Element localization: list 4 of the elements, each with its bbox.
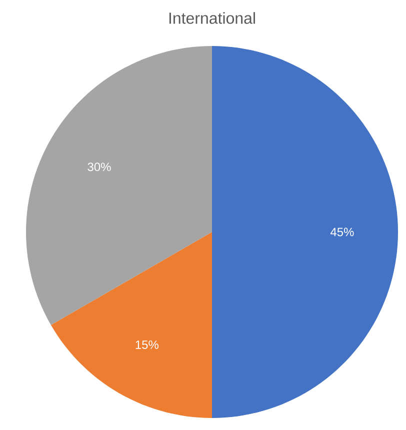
data-label: 45% (330, 228, 354, 236)
data-label: 15% (136, 340, 158, 349)
data-label: 30% (88, 162, 111, 172)
chart-title: International (169, 12, 255, 24)
